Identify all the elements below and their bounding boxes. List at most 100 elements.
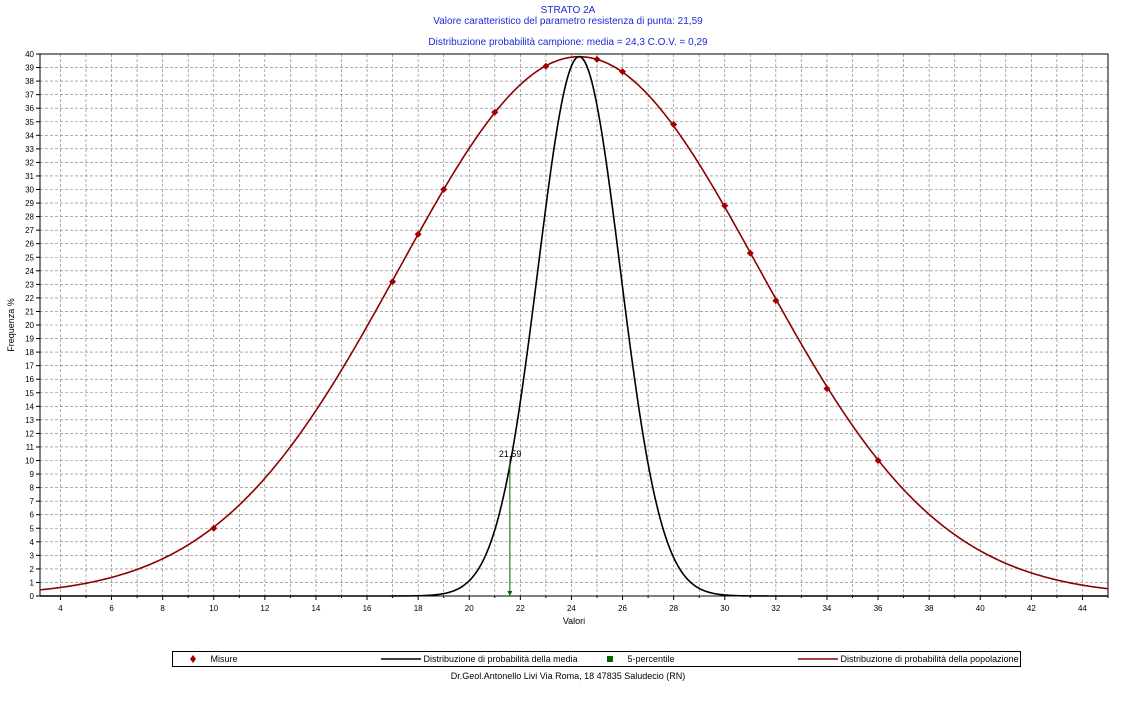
chart-subtitle: Valore caratteristico del parametro resi…	[433, 16, 703, 27]
chart-title: STRATO 2A	[540, 5, 596, 16]
x-tick-label: 22	[516, 604, 525, 613]
y-tick-label: 39	[25, 64, 34, 73]
x-tick-label: 8	[160, 604, 165, 613]
measurement-marker	[542, 62, 550, 70]
legend-label: 5-percentile	[627, 654, 675, 664]
plot-frame	[39, 53, 1109, 597]
population-distribution-line	[39, 55, 1109, 591]
measurement-marker	[210, 524, 218, 532]
y-tick-label: 24	[25, 267, 34, 276]
y-tick-label: 7	[30, 497, 35, 506]
y-tick-label: 18	[25, 348, 34, 357]
distribution-info: Distribuzione probabilità campione: medi…	[428, 37, 708, 48]
line-marker-icon	[381, 658, 421, 660]
y-tick-label: 27	[25, 226, 34, 235]
diamond-marker-icon	[190, 655, 196, 663]
y-tick-label: 3	[30, 551, 35, 560]
x-tick-label: 6	[109, 604, 114, 613]
x-tick-label: 14	[311, 604, 320, 613]
x-tick-label: 16	[363, 604, 372, 613]
measurement-marker	[772, 297, 780, 305]
y-tick-label: 6	[30, 511, 35, 520]
legend-item-media: Distribuzione di probabilità della media	[381, 653, 578, 665]
x-tick-label: 26	[618, 604, 627, 613]
y-tick-label: 36	[25, 104, 34, 113]
measurement-markers	[210, 55, 882, 532]
y-tick-label: 17	[25, 362, 34, 371]
y-tick-label: 2	[30, 565, 35, 574]
x-tick-label: 10	[209, 604, 218, 613]
x-tick-label: 28	[669, 604, 678, 613]
y-tick-label: 23	[25, 280, 34, 289]
y-tick-label: 9	[30, 470, 35, 479]
x-tick-label: 30	[720, 604, 729, 613]
y-tick-label: 19	[25, 335, 34, 344]
x-tick-label: 4	[58, 604, 63, 613]
y-tick-label: 29	[25, 199, 34, 208]
y-tick-label: 11	[26, 443, 35, 452]
x-axis-ticks: 4 6 8 10 12 14 16 18 20 22 24 26 28 30 32 34 36 38 40 42 44	[58, 596, 1109, 613]
y-tick-label: 15	[25, 389, 34, 398]
line-marker-icon	[798, 658, 838, 660]
grid-lines	[40, 54, 1109, 596]
footer-credit: Dr.Geol.Antonello Livi Via Roma, 18 4783…	[450, 671, 686, 681]
x-tick-label: 36	[874, 604, 883, 613]
measurement-marker	[389, 278, 397, 286]
y-tick-label: 14	[25, 402, 34, 411]
x-tick-label: 32	[771, 604, 780, 613]
legend: Misure Distribuzione di probabilità dell…	[172, 651, 1021, 667]
legend-label: Distribuzione di probabilità della media	[423, 654, 578, 664]
y-tick-label: 16	[25, 375, 34, 384]
y-tick-label: 20	[25, 321, 34, 330]
y-tick-label: 8	[30, 484, 35, 493]
percentile-5-arrow	[507, 591, 513, 596]
y-tick-label: 33	[25, 145, 34, 154]
measurement-marker	[414, 230, 422, 238]
y-tick-label: 34	[25, 131, 34, 140]
y-axis-ticks: 0123456789101112131415161718192021222324…	[25, 50, 40, 601]
measurement-marker	[823, 385, 831, 393]
y-tick-label: 13	[25, 416, 34, 425]
x-axis-label: Valori	[563, 616, 585, 626]
y-tick-label: 26	[25, 240, 34, 249]
y-tick-label: 1	[30, 578, 35, 587]
legend-item-misure: Misure	[188, 653, 238, 665]
x-tick-label: 24	[567, 604, 576, 613]
y-tick-label: 35	[25, 118, 34, 127]
y-axis-label: Frequenza %	[6, 298, 16, 352]
measurement-marker	[746, 249, 754, 257]
y-tick-label: 37	[25, 91, 34, 100]
y-tick-label: 0	[30, 592, 35, 601]
x-tick-label: 42	[1027, 604, 1036, 613]
percentile-5-label: 21,59	[499, 449, 522, 459]
x-tick-label: 34	[822, 604, 831, 613]
measurement-marker	[593, 55, 601, 63]
y-tick-label: 25	[25, 253, 34, 262]
x-tick-label: 20	[465, 604, 474, 613]
y-tick-label: 32	[25, 158, 34, 167]
chart-area: 0123456789101112131415161718192021222324…	[6, 50, 1109, 626]
measurement-marker	[440, 186, 448, 193]
y-tick-label: 10	[25, 457, 34, 466]
mean-distribution-line	[40, 55, 1108, 597]
y-tick-label: 12	[25, 429, 34, 438]
y-tick-label: 4	[30, 538, 35, 547]
x-tick-label: 40	[976, 604, 985, 613]
legend-label: Misure	[210, 654, 238, 664]
y-tick-label: 40	[25, 50, 34, 59]
y-tick-label: 22	[25, 294, 34, 303]
y-tick-label: 21	[25, 307, 34, 316]
y-tick-label: 5	[30, 524, 35, 533]
measurement-marker	[874, 457, 882, 464]
x-tick-label: 44	[1078, 604, 1087, 613]
y-tick-label: 31	[25, 172, 34, 181]
x-tick-label: 12	[260, 604, 269, 613]
legend-label: Distribuzione di probabilità della popol…	[840, 654, 1019, 664]
measurement-marker	[670, 120, 678, 128]
x-tick-label: 38	[925, 604, 934, 613]
measurement-marker	[721, 202, 729, 210]
measurement-marker	[619, 68, 627, 76]
legend-item-percentile: 5-percentile	[605, 653, 675, 665]
measurement-marker	[491, 108, 499, 116]
y-tick-label: 30	[25, 186, 34, 195]
